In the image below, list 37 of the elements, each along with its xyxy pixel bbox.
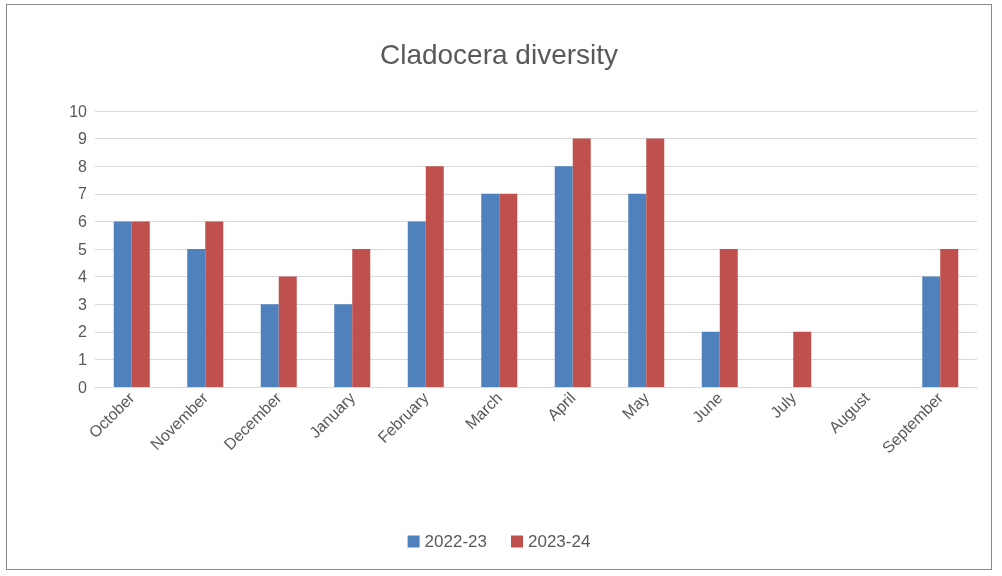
bar bbox=[407, 221, 426, 387]
bar bbox=[628, 193, 647, 387]
x-tick-label: May bbox=[618, 388, 653, 423]
bar bbox=[719, 249, 738, 387]
bar bbox=[205, 221, 224, 387]
bar bbox=[278, 276, 297, 387]
bar bbox=[554, 166, 573, 387]
bar bbox=[793, 331, 812, 387]
bar bbox=[352, 249, 371, 387]
bar bbox=[481, 193, 500, 387]
y-tick-label: 0 bbox=[78, 378, 88, 396]
legend-label: 2022-23 bbox=[424, 532, 487, 551]
y-tick-label: 9 bbox=[78, 130, 88, 148]
chart-title: Cladocera diversity bbox=[379, 38, 619, 70]
bar bbox=[425, 166, 444, 387]
bar bbox=[187, 249, 206, 387]
y-tick-label: 3 bbox=[78, 295, 88, 313]
bar bbox=[334, 304, 353, 387]
x-tick-label: July bbox=[767, 388, 800, 422]
bar bbox=[260, 304, 279, 387]
bar bbox=[499, 193, 518, 387]
bar bbox=[131, 221, 150, 387]
legend-label: 2023-24 bbox=[528, 532, 591, 551]
y-tick-label: 10 bbox=[69, 102, 88, 120]
bar bbox=[572, 138, 591, 387]
bar bbox=[113, 221, 132, 387]
y-tick-label: 2 bbox=[78, 323, 88, 341]
y-tick-label: 6 bbox=[78, 212, 88, 230]
y-tick-label: 7 bbox=[78, 185, 88, 203]
bar bbox=[646, 138, 665, 387]
y-tick-label: 8 bbox=[78, 157, 88, 175]
y-tick-label: 5 bbox=[78, 240, 88, 258]
y-tick-label: 1 bbox=[78, 350, 88, 368]
bar bbox=[701, 331, 720, 387]
bar bbox=[922, 276, 941, 387]
bar bbox=[940, 249, 959, 387]
y-tick-label: 4 bbox=[78, 268, 88, 286]
